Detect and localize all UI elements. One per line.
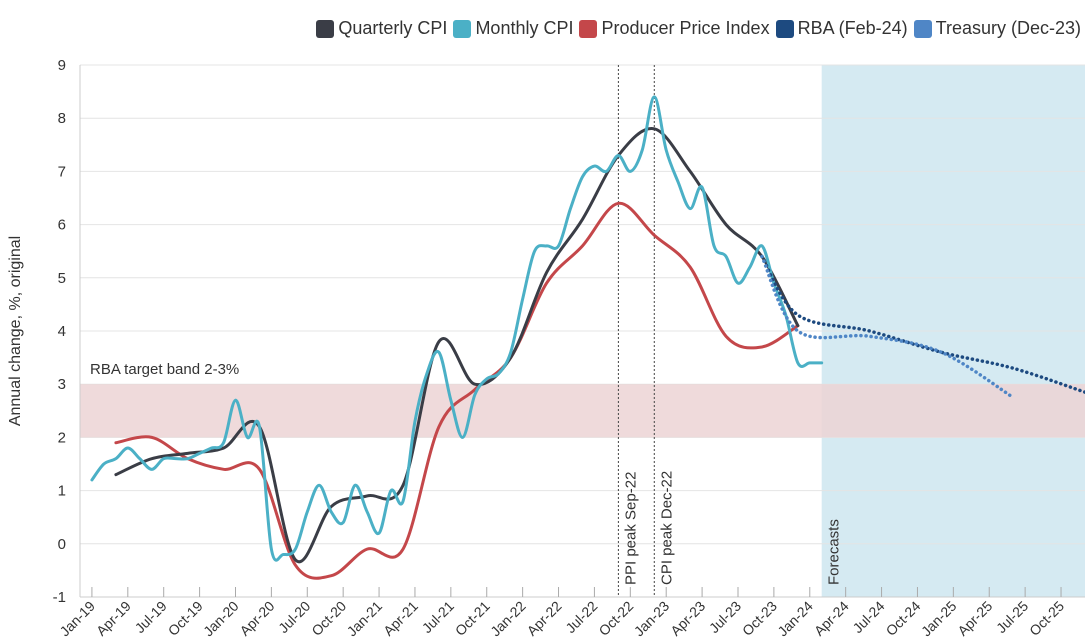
legend-item: Monthly CPI [453, 18, 573, 39]
x-tick-label: Jul-21 [419, 598, 457, 636]
x-tick-label: Jan-22 [487, 598, 529, 640]
legend-item: Producer Price Index [579, 18, 770, 39]
forecast-label: Forecasts [826, 519, 843, 585]
y-tick-label: 7 [58, 163, 66, 180]
annotation-label: PPI peak Sep-22 [622, 472, 639, 585]
legend-label: Producer Price Index [601, 18, 770, 38]
x-tick-label: Jul-24 [849, 598, 887, 636]
x-tick-label: Jul-25 [993, 598, 1031, 636]
y-tick-label: 8 [58, 110, 66, 127]
annotation-label: CPI peak Dec-22 [658, 471, 675, 585]
x-tick-label: Oct-19 [165, 598, 206, 639]
x-tick-label: Apr-25 [954, 598, 995, 639]
series-line [760, 254, 1085, 394]
legend-swatch [913, 19, 932, 38]
x-tick-label: Oct-22 [595, 598, 636, 639]
x-tick-label: Apr-22 [524, 598, 565, 639]
legend-swatch [579, 19, 598, 38]
legend-label: Monthly CPI [475, 18, 574, 38]
legend-item: Quarterly CPI [316, 18, 447, 39]
legend-label: Treasury (Dec-23) [935, 18, 1081, 38]
x-tick-label: Jul-22 [562, 598, 600, 636]
x-tick-label: Oct-23 [739, 598, 780, 639]
x-tick-label: Oct-25 [1026, 598, 1067, 639]
y-tick-label: 1 [58, 483, 66, 500]
y-tick-label: 5 [58, 270, 66, 287]
series-line [90, 95, 824, 562]
x-tick-label: Jan-20 [200, 598, 242, 640]
x-tick-label: Jan-25 [918, 598, 960, 640]
series-line [760, 254, 1015, 400]
legend-label: Quarterly CPI [338, 18, 448, 38]
legend-swatch [775, 19, 794, 38]
legend: Quarterly CPI Monthly CPI Producer Price I… [316, 18, 1081, 39]
legend-item: Treasury (Dec-23) [913, 18, 1081, 39]
y-tick-label: 9 [58, 57, 66, 74]
x-tick-label: Jul-20 [275, 598, 313, 636]
legend-label: RBA (Feb-24) [797, 18, 908, 38]
x-tick-label: Apr-24 [811, 598, 852, 639]
legend-swatch [453, 19, 472, 38]
legend-item: RBA (Feb-24) [775, 18, 908, 39]
legend-swatch [316, 19, 335, 38]
x-tick-label: Apr-19 [93, 598, 134, 639]
target-band [80, 384, 1085, 438]
y-tick-label: 3 [58, 376, 66, 393]
y-axis-label: Annual change, %, original [7, 236, 24, 426]
series-line [114, 201, 800, 580]
x-tick-label: Jan-21 [344, 598, 386, 640]
series-line [114, 127, 800, 564]
y-tick-label: 4 [58, 323, 66, 340]
y-tick-label: -1 [53, 589, 66, 606]
x-tick-label: Apr-21 [380, 598, 421, 639]
x-tick-label: Apr-23 [667, 598, 708, 639]
y-tick-label: 2 [58, 429, 66, 446]
x-tick-label: Jul-23 [706, 598, 744, 636]
target-band-label: RBA target band 2-3% [90, 361, 239, 378]
y-tick-label: 6 [58, 217, 66, 234]
x-tick-label: Apr-20 [236, 598, 277, 639]
x-tick-label: Jan-24 [774, 598, 816, 640]
x-tick-label: Jan-23 [631, 598, 673, 640]
x-tick-label: Oct-21 [452, 598, 493, 639]
y-tick-label: 0 [58, 536, 66, 553]
x-tick-label: Oct-24 [883, 598, 924, 639]
x-tick-label: Oct-20 [308, 598, 349, 639]
x-tick-label: Jul-19 [132, 598, 170, 636]
